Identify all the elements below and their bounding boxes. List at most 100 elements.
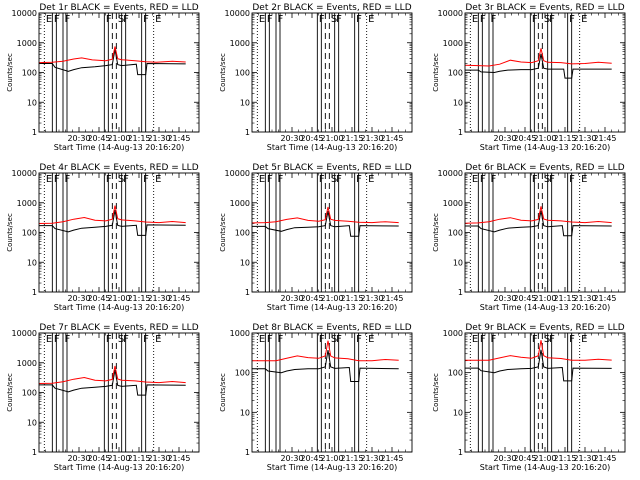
x-tick-label: 20:30 (67, 454, 90, 463)
marker-label-f: F (319, 14, 325, 25)
series-events-line (39, 210, 186, 236)
y-axis-label: Counts/sec (219, 213, 227, 252)
x-tick-label: 21:00 (320, 294, 343, 303)
x-tick-label: 21:45 (167, 454, 190, 463)
y-tick-label: 1 (32, 448, 37, 457)
x-tick-label: 20:30 (280, 294, 303, 303)
x-tick-label: 21:00 (320, 134, 343, 143)
x-tick-label: 20:45 (513, 134, 536, 143)
y-tick-label: 10000 (225, 9, 250, 18)
marker-label-f: F (532, 334, 538, 345)
y-tick-label: 10 (27, 258, 37, 267)
marker-label-f: F (123, 174, 129, 185)
x-tick-label: 21:45 (380, 294, 403, 303)
panel-det-5r: Det 5r BLACK = Events, RED = LLD Counts/s… (219, 163, 413, 312)
x-tick-label: 20:30 (280, 454, 303, 463)
x-tick-label: 20:30 (493, 134, 516, 143)
y-tick-label: 1 (458, 448, 463, 457)
y-axis-label: Counts/sec (219, 373, 227, 412)
x-axis-label: Start Time (14-Aug-13 20:16:20) (54, 463, 185, 472)
marker-label-f: F (491, 334, 497, 345)
x-tick-label: 21:00 (533, 294, 556, 303)
x-tick-label: 21:00 (107, 454, 130, 463)
marker-label-f: F (549, 14, 555, 25)
marker-label-f: F (319, 334, 325, 345)
y-tick-label: 1 (32, 128, 37, 137)
y-tick-label: 1000 (230, 329, 250, 338)
marker-label-e: E (259, 334, 265, 345)
panel-title: Det 1r BLACK = Events, RED = LLD (39, 3, 198, 13)
y-tick-label: 10 (453, 98, 463, 107)
x-tick-label: 21:00 (533, 454, 556, 463)
marker-label-f: F (143, 174, 149, 185)
marker-label-f: F (336, 14, 342, 25)
x-tick-label: 21:45 (167, 134, 190, 143)
y-tick-label: 100 (22, 229, 37, 238)
marker-label-e: E (581, 334, 587, 345)
y-tick-label: 10 (240, 258, 250, 267)
panel-title: Det 6r BLACK = Events, RED = LLD (465, 163, 624, 173)
marker-label-f: F (65, 334, 71, 345)
x-tick-label: 21:15 (340, 454, 363, 463)
marker-label-e: E (259, 174, 265, 185)
series-lld-line (38, 365, 186, 384)
y-tick-label: 100 (448, 69, 463, 78)
panel-title: Det 4r BLACK = Events, RED = LLD (39, 163, 198, 173)
marker-label-s: S (331, 174, 337, 185)
y-tick-label: 100 (235, 229, 250, 238)
x-axis-label: Start Time (14-Aug-13 20:16:20) (480, 143, 611, 152)
marker-label-f: F (143, 14, 149, 25)
x-tick-label: 21:30 (147, 454, 170, 463)
x-tick-label: 21:30 (147, 294, 170, 303)
plot-frame (38, 12, 200, 133)
y-tick-label: 10 (240, 98, 250, 107)
marker-label-e: E (581, 174, 587, 185)
marker-label-f: F (319, 174, 325, 185)
series-lld-line (251, 206, 399, 224)
x-tick-label: 21:15 (127, 294, 150, 303)
marker-label-s: S (544, 334, 550, 345)
marker-label-s: S (331, 14, 337, 25)
x-tick-label: 21:45 (593, 454, 616, 463)
y-axis-label: Counts/sec (6, 53, 14, 92)
panel-det-8r: Det 8r BLACK = Events, RED = LLD Counts/s… (219, 323, 413, 472)
x-tick-label: 21:15 (340, 294, 363, 303)
y-tick-label: 10000 (438, 9, 463, 18)
marker-label-s: S (118, 334, 124, 345)
marker-label-f: F (106, 334, 112, 345)
y-tick-label: 100 (448, 229, 463, 238)
marker-label-f: F (491, 174, 497, 185)
panel-det-2r: Det 2r BLACK = Events, RED = LLD Counts/s… (219, 3, 413, 152)
series-lld-line (38, 205, 186, 224)
x-tick-label: 20:45 (300, 454, 323, 463)
panel-title: Det 8r BLACK = Events, RED = LLD (252, 323, 411, 333)
y-tick-label: 100 (22, 69, 37, 78)
series-events-line (39, 369, 186, 396)
x-tick-label: 21:30 (360, 454, 383, 463)
marker-label-f: F (278, 14, 284, 25)
plot-frame (464, 332, 626, 453)
marker-label-f: F (54, 334, 60, 345)
y-tick-label: 100 (448, 369, 463, 378)
y-axis-label: Counts/sec (6, 213, 14, 252)
panel-det-1r: Det 1r BLACK = Events, RED = LLD Counts/s… (6, 3, 200, 152)
plot-frame (464, 12, 626, 133)
y-tick-label: 10 (453, 408, 463, 417)
marker-label-f: F (549, 174, 555, 185)
marker-label-s: S (544, 14, 550, 25)
x-tick-label: 21:00 (107, 294, 130, 303)
x-tick-label: 21:45 (380, 454, 403, 463)
marker-label-f: F (569, 174, 575, 185)
y-tick-label: 10 (27, 98, 37, 107)
x-tick-label: 21:30 (360, 294, 383, 303)
plot-frame (38, 332, 200, 453)
marker-label-f: F (267, 14, 273, 25)
x-tick-label: 20:30 (67, 134, 90, 143)
y-tick-label: 10000 (225, 169, 250, 178)
marker-label-f: F (480, 174, 486, 185)
marker-label-e: E (368, 174, 374, 185)
marker-label-f: F (532, 14, 538, 25)
marker-label-f: F (278, 174, 284, 185)
x-axis-label: Start Time (14-Aug-13 20:16:20) (480, 303, 611, 312)
x-tick-label: 20:45 (87, 294, 110, 303)
